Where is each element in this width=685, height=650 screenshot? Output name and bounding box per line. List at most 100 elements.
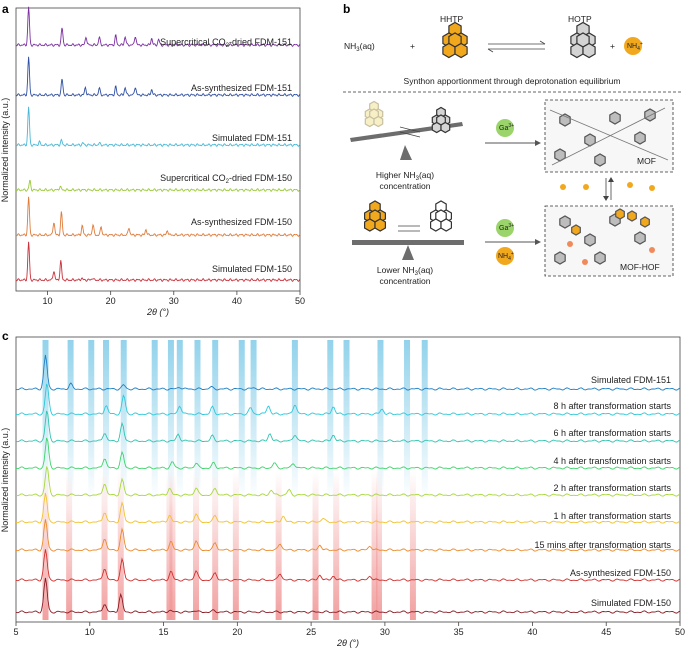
panel-c-trace-label-7: 15 mins after transformation starts (534, 540, 671, 550)
panel-c-xtick-label: 35 (454, 627, 464, 637)
blue-band (250, 340, 257, 500)
panel-a-xlabel: 2θ (°) (146, 307, 169, 317)
blue-band (67, 340, 74, 500)
hhtp-lower-icon (364, 200, 386, 232)
panel-c-frame (15, 336, 681, 623)
seesaw-lower-icon (352, 240, 464, 260)
nh4-label-lower: NH4+ (498, 251, 514, 262)
equilibrium-arrows (487, 40, 546, 53)
red-band (117, 470, 124, 620)
hhtp-molecule-icon (442, 21, 468, 59)
ring-icon (364, 115, 375, 128)
panel-label-a: a (2, 2, 9, 16)
ga-label-upper: Ga3+ (499, 123, 514, 132)
mofhof-ring-icon (559, 215, 571, 229)
panel-a-xtick-label: 30 (169, 296, 179, 306)
red-band (193, 470, 200, 620)
panel-a-trace-1 (15, 6, 301, 47)
blue-band (88, 340, 95, 500)
ring-icon (373, 115, 384, 128)
panel-c-trace-2 (15, 383, 681, 416)
mofhof-ring-icon (594, 251, 606, 265)
blue-band (194, 340, 201, 500)
panel-c-chart: Simulated FDM-151 8 h after transformatio… (0, 336, 685, 648)
panel-c-trace-label-3: 6 h after transformation starts (553, 428, 671, 438)
ion-dot-icon (582, 259, 588, 265)
hhtp-faded-icon (364, 100, 384, 128)
blue-band (404, 340, 411, 500)
ga-label-lower: Ga3+ (499, 223, 514, 232)
red-band (375, 470, 382, 620)
mofhof-structure-image (554, 208, 655, 265)
panel-a-xtick-label: 10 (43, 296, 53, 306)
mof-ring-icon (594, 153, 606, 167)
panel-c-trace-label-4: 4 h after transformation starts (553, 456, 671, 466)
panel-c-trace-label-9: Simulated FDM-150 (591, 598, 671, 608)
hotp-upper-icon (431, 106, 451, 134)
hotp-molecule-icon (570, 21, 596, 59)
ring-icon (440, 121, 451, 134)
lower-concentration-label: concentration (379, 276, 430, 286)
panel-a-trace-5 (15, 196, 301, 237)
ring-icon (440, 218, 452, 232)
red-band (409, 470, 416, 620)
panel-c-trace-9 (15, 577, 681, 614)
blue-band (421, 340, 428, 500)
plus-sign-2: + (610, 41, 615, 51)
hof-ring-icon (571, 224, 581, 236)
panel-c-xtick-label: 25 (306, 627, 316, 637)
blue-band (238, 340, 245, 500)
mofhof-ring-icon (554, 251, 566, 265)
ion-dot-icon (567, 241, 573, 247)
panel-c-trace-label-1: Simulated FDM-151 (591, 375, 671, 385)
hof-ring-icon (640, 216, 650, 228)
panel-c-trace-5 (15, 466, 681, 497)
ring-icon (442, 42, 456, 59)
panel-a-trace-2 (15, 56, 301, 97)
panel-c-xtick-label: 45 (601, 627, 611, 637)
ring-icon (582, 42, 596, 59)
panel-c-trace-4 (15, 437, 681, 470)
panel-c-xtick-label: 10 (85, 627, 95, 637)
mof-ring-icon (634, 131, 646, 145)
panel-a-xtick-label: 40 (232, 296, 242, 306)
panel-c-trace-8 (15, 549, 681, 582)
panel-a-xtick-label: 20 (106, 296, 116, 306)
panel-c-trace-1 (15, 354, 681, 391)
panel-c-xtick-label: 30 (380, 627, 390, 637)
red-band (232, 470, 239, 620)
panel-c-ylabel: Normalized intensity (a.u.) (0, 428, 10, 533)
panel-a-trace-label-1: Supercritical CO2-dried FDM-151 (160, 37, 292, 49)
nh3-label: NH3(aq) (344, 41, 375, 53)
mof-structure-image (549, 107, 669, 167)
red-band (66, 470, 73, 620)
panel-c-trace-3 (15, 410, 681, 443)
panel-a-trace-label-3: Simulated FDM-151 (212, 133, 292, 143)
arrow-to-mof (535, 140, 541, 146)
panel-a-ylabel: Normalized intensity (a.u.) (0, 98, 10, 203)
ring-icon (454, 42, 468, 59)
mof-link (549, 109, 669, 161)
mofhof-label: MOF-HOF (620, 262, 660, 272)
panel-a-xtick-label: 50 (295, 296, 305, 306)
lower-equilibrium-arrow (398, 225, 420, 232)
panel-a-trace-3 (15, 106, 301, 147)
panel-a-frame (15, 7, 301, 292)
panel-a-trace-label-2: As-synthesized FDM-151 (191, 83, 292, 93)
panel-label-c: c (2, 329, 9, 343)
lower-nh3-label: Lower NH3(aq) (377, 265, 433, 277)
blue-band (120, 340, 127, 500)
mof-ring-icon (609, 111, 621, 125)
blue-band (291, 340, 298, 500)
panel-c-trace-label-2: 8 h after transformation starts (553, 401, 671, 411)
red-band (101, 470, 108, 620)
mof-label: MOF (637, 156, 656, 166)
higher-concentration-label: concentration (379, 181, 430, 191)
arrow-to-mofhof (535, 239, 541, 245)
panel-a-trace-label-6: Simulated FDM-150 (212, 264, 292, 274)
panel-c-trace-7 (15, 519, 681, 552)
panel-a-trace-label-4: Supercritical CO2-dried FDM-150 (160, 173, 292, 185)
upper-equilibrium-arrow (399, 126, 421, 138)
panel-c-trace-label-5: 2 h after transformation starts (553, 483, 671, 493)
